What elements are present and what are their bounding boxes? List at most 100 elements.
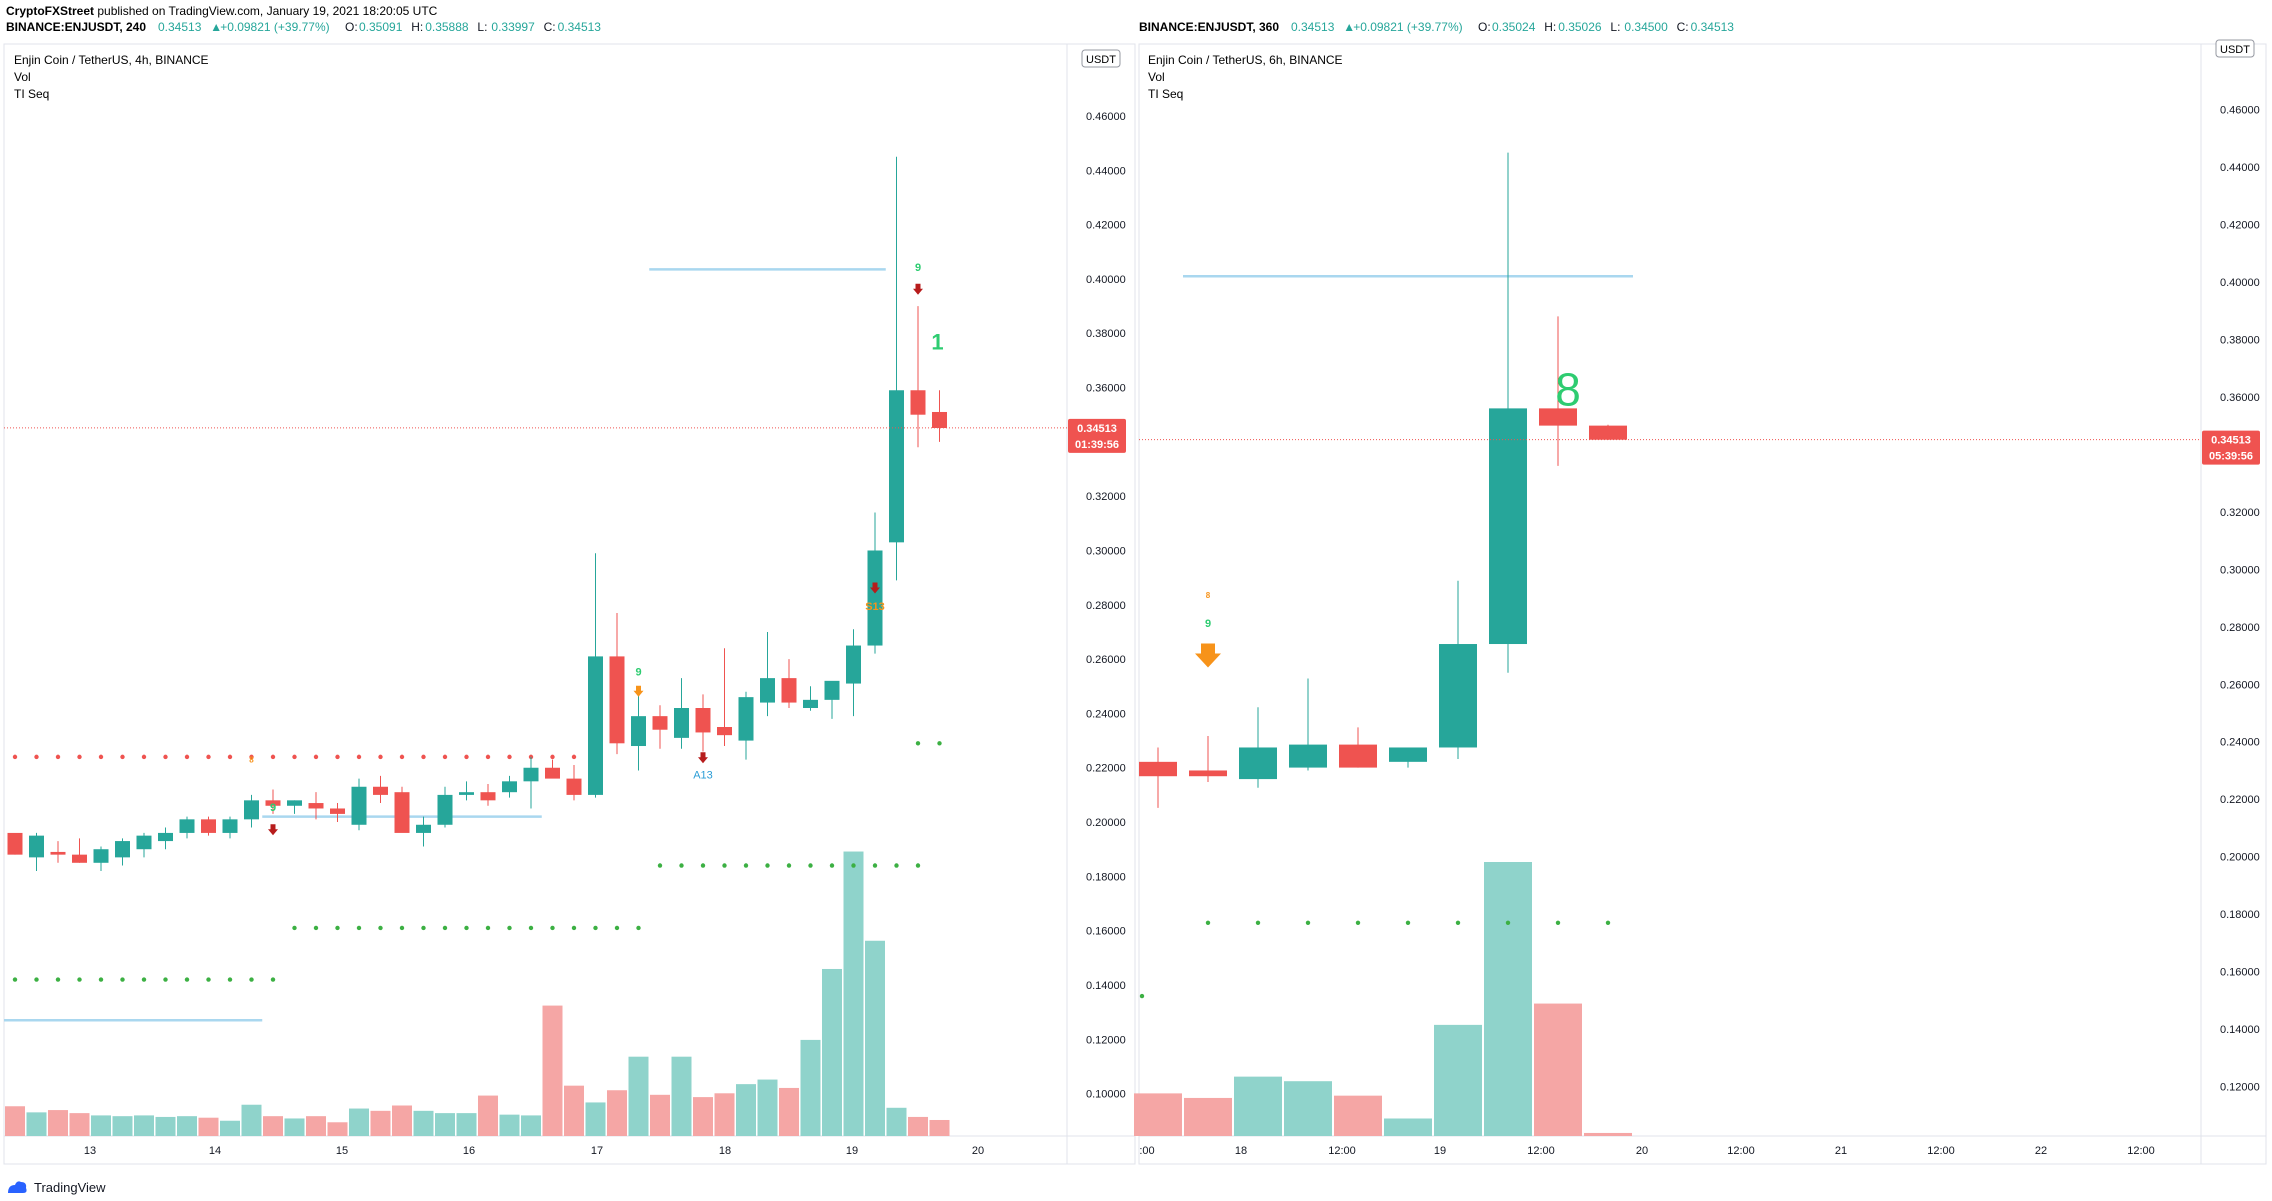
symbol-header: BINANCE:ENJUSDT, 240: [6, 20, 146, 34]
candle-body: [803, 699, 818, 708]
seq-dot: [141, 754, 147, 760]
seq-dot: [98, 977, 104, 982]
time-tick-label: 18: [719, 1145, 731, 1157]
candle-body: [72, 854, 87, 863]
chart-4h[interactable]: BINANCE:ENJUSDT, 240 Enjin Coin / Tether…: [3, 20, 1136, 1165]
volume-bar: [865, 940, 885, 1136]
candle-body: [760, 678, 775, 703]
price-tick-label: 0.12000: [2220, 1082, 2260, 1094]
volume-bar: [327, 1122, 348, 1136]
header-value: 0.34513: [158, 20, 202, 34]
seq-dot: [528, 925, 534, 931]
price-tick-label: 0.38000: [2220, 334, 2260, 346]
header-value: 0.34500: [1624, 20, 1668, 34]
seq-dot: [1205, 920, 1211, 925]
candle-body: [631, 716, 646, 747]
seq-dot: [765, 863, 770, 868]
candle-body: [867, 550, 883, 646]
seq-dot: [872, 863, 878, 868]
footer[interactable]: TradingView: [6, 1176, 106, 1198]
candle-body: [674, 707, 689, 738]
currency-badge-label: USDT: [1086, 54, 1116, 66]
seq-dot: [184, 754, 190, 760]
volume-bar: [1484, 862, 1532, 1136]
price-tick-label: 0.20000: [1086, 817, 1126, 829]
candle-body: [824, 680, 840, 700]
volume-bar: [198, 1117, 219, 1136]
time-tick-label: 12:00: [1527, 1145, 1555, 1157]
candle-body: [1539, 408, 1577, 426]
header-label: O:: [1478, 20, 1491, 34]
candle-body: [846, 645, 861, 684]
volume-bar: [1534, 1003, 1582, 1136]
seq-dot: [12, 977, 18, 982]
seq-dot: [464, 925, 469, 931]
last-price-label: 0.34513: [2211, 435, 2251, 447]
volume-bar: [5, 1106, 25, 1136]
volume-bar: [607, 1090, 627, 1136]
seq-dot: [421, 925, 426, 931]
price-tick-label: 0.24000: [1086, 708, 1126, 720]
price-tick-label: 0.38000: [1086, 328, 1126, 340]
currency-badge[interactable]: USDT: [1081, 49, 1121, 68]
down-arrow-icon: [698, 752, 708, 764]
currency-badge[interactable]: USDT: [2215, 39, 2255, 58]
price-tick-label: 0.46000: [2220, 105, 2260, 117]
down-arrow-icon: [1195, 643, 1221, 668]
seq-dot: [700, 863, 706, 868]
time-tick-label: 20: [972, 1145, 984, 1157]
seq-dot: [743, 863, 749, 868]
candle-body: [308, 803, 324, 809]
last-price-label: 0.34513: [1077, 423, 1117, 435]
time-tick-label: 13: [84, 1145, 96, 1157]
price-tick-label: 0.16000: [2220, 967, 2260, 979]
publish-author: CryptoFXStreet: [6, 4, 94, 18]
time-tick-label: 21: [1835, 1145, 1847, 1157]
currency-badge-label: USDT: [2220, 44, 2250, 56]
seq-dot: [1255, 920, 1261, 925]
candle-body: [1489, 408, 1527, 645]
footer-brand: TradingView: [34, 1179, 106, 1195]
header-label: C:: [544, 20, 556, 34]
seq-dot: [163, 754, 168, 760]
seq-dot: [915, 863, 921, 868]
seq-dot: [141, 977, 147, 982]
candle-body: [717, 727, 732, 736]
chart-title: Enjin Coin / TetherUS, 4h, BINANCE: [14, 53, 209, 67]
price-tick-label: 0.14000: [2220, 1024, 2260, 1036]
seq-dot: [55, 977, 61, 982]
time-tick-label: 17: [591, 1145, 603, 1157]
seq-dot: [507, 925, 512, 931]
candle-body: [1189, 770, 1227, 777]
chart-frame: [1138, 43, 2267, 1165]
seq-dot: [808, 863, 813, 868]
seq-count-label: 8: [1206, 591, 1211, 600]
price-tick-label: 0.28000: [2220, 622, 2260, 634]
volume-bar: [1584, 1132, 1632, 1136]
volume-bar: [392, 1105, 412, 1136]
volume-bar: [671, 1056, 692, 1136]
tradingview-logo-icon: [6, 1179, 28, 1195]
down-arrow-icon: [870, 582, 880, 594]
candle-body: [932, 411, 947, 429]
price-tick-label: 0.26000: [1086, 654, 1126, 666]
volume-bar: [929, 1119, 950, 1136]
seq-dot: [12, 754, 18, 760]
seq-dot: [356, 754, 362, 760]
header-label: O:: [345, 20, 358, 34]
candle-body: [287, 800, 302, 806]
chart-6h[interactable]: BINANCE:ENJUSDT, 360 Enjin Coin / Tether…: [1134, 20, 2267, 1165]
candle-body: [738, 697, 754, 741]
seq-dot: [227, 754, 233, 760]
volume-bar: [521, 1115, 541, 1136]
candle-body: [566, 778, 582, 795]
volume-bar: [435, 1113, 455, 1136]
volume-bar: [779, 1087, 799, 1136]
volume-bar: [499, 1114, 520, 1136]
time-tick-label: 18: [1235, 1145, 1247, 1157]
candle-body: [265, 800, 281, 806]
seq-dot: [937, 741, 942, 746]
price-tick-label: 0.14000: [1086, 980, 1126, 992]
volume-bar: [542, 1005, 563, 1136]
seq-dot: [614, 925, 620, 931]
